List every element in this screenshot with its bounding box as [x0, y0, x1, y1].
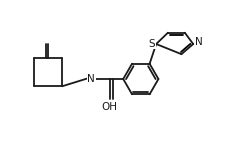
- Text: OH: OH: [101, 102, 117, 112]
- Text: N: N: [195, 37, 202, 47]
- Text: N: N: [87, 74, 95, 84]
- Text: S: S: [148, 39, 154, 49]
